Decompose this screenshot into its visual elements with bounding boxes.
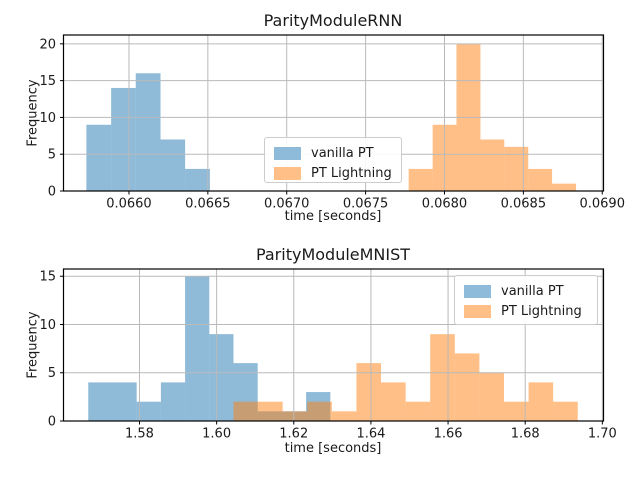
bottom-bar-pt-lightning-9: [454, 353, 480, 421]
bottom-bar-pt-lightning-10: [479, 372, 504, 421]
top-yaxis-label: Frequency: [25, 79, 41, 147]
top-xaxis-label: time [seconds]: [284, 209, 382, 224]
top-bar-vanilla-pt-2: [135, 73, 161, 191]
top-xtick-label-4: 0.0680: [422, 197, 468, 212]
bottom-bar-vanilla-pt-3: [160, 382, 186, 421]
bottom-bar-pt-lightning-3: [307, 401, 332, 421]
bottom-legend: vanilla PT PT Lightning: [454, 275, 598, 325]
top-ytick-label-1: 5: [48, 148, 56, 163]
top-xtick-label-0: 0.0660: [106, 197, 152, 212]
top-xtick-label-2: 0.0670: [264, 197, 310, 212]
top-bar-pt-lightning-5: [528, 168, 553, 191]
bottom-bar-pt-lightning-11: [503, 401, 529, 421]
legend-item-vanilla-pt: vanilla PT: [464, 282, 587, 301]
bottom-xtick-label-5: 1.68: [511, 427, 540, 442]
bottom-bar-pt-lightning-4: [331, 411, 357, 421]
bottom-xtick-label-3: 1.64: [356, 427, 385, 442]
top-bar-vanilla-pt-0: [86, 124, 112, 191]
top-xtick-label-5: 0.0685: [501, 197, 547, 212]
bottom-chart-title: ParityModuleMNIST: [255, 245, 411, 264]
top-xtick-label-3: 0.0675: [343, 197, 389, 212]
bottom-ytick-label-2: 10: [39, 318, 56, 333]
bottom-bar-vanilla-pt-1: [112, 382, 137, 421]
bottom-bar-pt-lightning-12: [528, 382, 554, 421]
legend-item-vanilla-pt: vanilla PT: [274, 144, 391, 163]
legend-item-pt-lightning: PT Lightning: [274, 164, 392, 183]
bottom-ytick-label-0: 0: [48, 415, 56, 430]
top-ytick-label-3: 15: [39, 74, 56, 89]
bottom-yaxis-label: Frequency: [25, 311, 41, 379]
bottom-bar-vanilla-pt-4: [185, 276, 210, 421]
vanilla-pt-swatch-icon: [464, 285, 491, 298]
top-bar-vanilla-pt-1: [111, 87, 136, 191]
top-bar-pt-lightning-3: [480, 139, 505, 191]
pt-lightning-swatch-icon: [464, 305, 491, 318]
legend-label-pt-lightning: PT Lightning: [311, 166, 392, 181]
legend-label-pt-lightning: PT Lightning: [501, 304, 582, 319]
bottom-axes-spine: [62, 268, 605, 422]
pt-lightning-swatch-icon: [274, 167, 301, 180]
top-bar-pt-lightning-6: [552, 183, 577, 191]
top-bar-vanilla-pt-4: [185, 168, 210, 191]
vanilla-pt-swatch-icon: [274, 147, 301, 160]
bottom-bar-pt-lightning-0: [233, 401, 259, 421]
top-xtick-label-1: 0.0665: [185, 197, 231, 212]
bottom-xtick-label-2: 1.62: [279, 427, 308, 442]
bottom-bar-pt-lightning-5: [356, 363, 382, 421]
top-bar-pt-lightning-4: [504, 146, 529, 191]
bottom-xtick-label-4: 1.66: [434, 427, 463, 442]
top-bar-vanilla-pt-3: [160, 139, 186, 191]
bottom-bar-pt-lightning-6: [381, 382, 406, 421]
bottom-bar-vanilla-pt-5: [209, 334, 234, 421]
bottom-bar-pt-lightning-2: [282, 411, 308, 421]
top-axes-spine: [62, 34, 605, 192]
top-xtick-label-6: 0.0690: [579, 197, 625, 212]
bottom-xtick-label-1: 1.60: [202, 427, 231, 442]
top-chart-title: ParityModuleRNN: [263, 11, 403, 30]
legend-label-vanilla-pt: vanilla PT: [311, 146, 374, 161]
bottom-xtick-label-0: 1.58: [125, 427, 154, 442]
top-legend: vanilla PT PT Lightning: [264, 137, 402, 183]
legend-item-pt-lightning: PT Lightning: [464, 302, 587, 321]
bottom-bar-vanilla-pt-0: [88, 382, 113, 421]
bottom-xtick-label-6: 1.70: [588, 427, 617, 442]
bottom-bar-pt-lightning-1: [258, 401, 283, 421]
top-bar-pt-lightning-0: [408, 168, 433, 191]
legend-label-vanilla-pt: vanilla PT: [501, 284, 564, 299]
bottom-bar-pt-lightning-13: [553, 401, 578, 421]
bottom-bar-pt-lightning-7: [405, 401, 431, 421]
bottom-ytick-label-1: 5: [48, 366, 56, 381]
top-ytick-label-0: 0: [48, 185, 56, 200]
bottom-bar-pt-lightning-8: [430, 334, 455, 421]
bottom-ytick-label-3: 15: [39, 270, 56, 285]
top-ytick-label-2: 10: [39, 111, 56, 126]
bottom-xaxis-label: time [seconds]: [284, 441, 382, 456]
bottom-bar-vanilla-pt-2: [136, 401, 161, 421]
top-ytick-label-4: 20: [39, 37, 56, 52]
